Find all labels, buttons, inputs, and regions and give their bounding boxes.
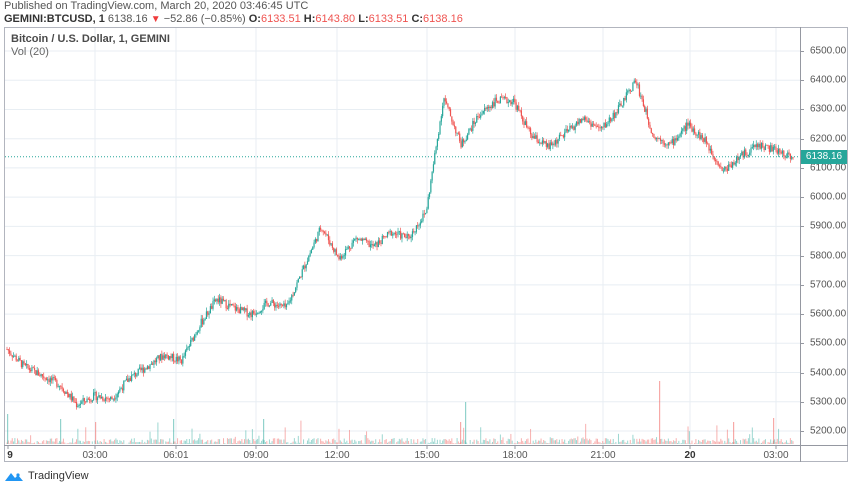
price-tick-mark [800, 51, 804, 52]
price-tick-mark [800, 255, 804, 257]
price-tick-label: 5800.00 [810, 250, 847, 262]
time-tick-label: 12:00 [324, 450, 350, 461]
price-tick-mark [800, 284, 804, 286]
time-tick-label: 06:01 [163, 450, 189, 461]
price-tick-mark [800, 197, 804, 199]
price-tick-mark [800, 343, 804, 345]
price-tick-label: 5400.00 [810, 367, 847, 379]
open-value: 6133.51 [260, 13, 301, 25]
time-tick-label: 03:00 [763, 450, 789, 461]
price-tick-label: 6000.00 [810, 191, 847, 203]
time-tick-label: 09:00 [243, 450, 269, 461]
price-tick-label: 5200.00 [810, 425, 847, 437]
time-tick-label: 9 [7, 450, 13, 461]
last-value: 6138.16 [107, 13, 148, 25]
price-axis-border [800, 27, 801, 462]
price-tick-label: 6200.00 [810, 133, 847, 145]
low-value: 6133.51 [368, 13, 409, 25]
chart-frame [4, 27, 848, 462]
symbol-name: GEMINI:BTCUSD, 1 [4, 13, 105, 25]
close-label: C: [411, 13, 424, 25]
price-tick-label: 5600.00 [810, 308, 847, 320]
tradingview-cloud-icon [5, 473, 23, 481]
price-tick-mark [800, 167, 804, 169]
open-label: O: [248, 13, 261, 25]
pane-title: Bitcoin / U.S. Dollar, 1, GEMINI [11, 33, 170, 45]
price-tick-mark [800, 109, 804, 111]
price-tick-label: 6300.00 [810, 103, 847, 115]
symbol-legend: GEMINI:BTCUSD, 1 6138.16 ▼ −52.86 (−0.85… [4, 13, 463, 25]
price-tick-mark [800, 314, 804, 316]
price-tick-label: 6400.00 [810, 74, 847, 86]
brand-name: TradingView [28, 470, 89, 482]
published-caption: Published on TradingView.com, March 20, … [4, 0, 309, 12]
price-tick-mark [800, 431, 804, 432]
time-tick-label: 18:00 [502, 450, 528, 461]
price-tick-label: 6500.00 [810, 45, 847, 57]
low-label: L: [358, 13, 369, 25]
price-tick-mark [800, 401, 804, 403]
time-axis-border [4, 445, 848, 446]
price-tick-label: 5300.00 [810, 396, 847, 408]
last-price-badge: 6138.16 [801, 149, 847, 164]
time-tick-label: 20 [684, 450, 696, 461]
price-tick-mark [800, 372, 804, 374]
price-tick-label: 5500.00 [810, 337, 847, 349]
price-tick-label: 5700.00 [810, 279, 847, 291]
close-value: 6138.16 [423, 13, 463, 25]
down-arrow-icon: ▼ [150, 14, 161, 25]
change-value: −52.86 (−0.85%) [163, 13, 246, 25]
price-tick-label: 6100.00 [810, 162, 847, 174]
volume-indicator-label[interactable]: Vol (20) [11, 46, 49, 58]
price-tick-mark [800, 226, 804, 228]
tradingview-brand[interactable]: TradingView [4, 470, 89, 482]
time-tick-label: 21:00 [590, 450, 616, 461]
price-tick-mark [800, 80, 804, 82]
price-tick-label: 5900.00 [810, 220, 847, 232]
high-value: 6143.80 [315, 13, 356, 25]
time-tick-label: 15:00 [414, 450, 440, 461]
price-tick-mark [800, 138, 804, 140]
high-label: H: [303, 13, 316, 25]
time-tick-label: 03:00 [82, 450, 108, 461]
